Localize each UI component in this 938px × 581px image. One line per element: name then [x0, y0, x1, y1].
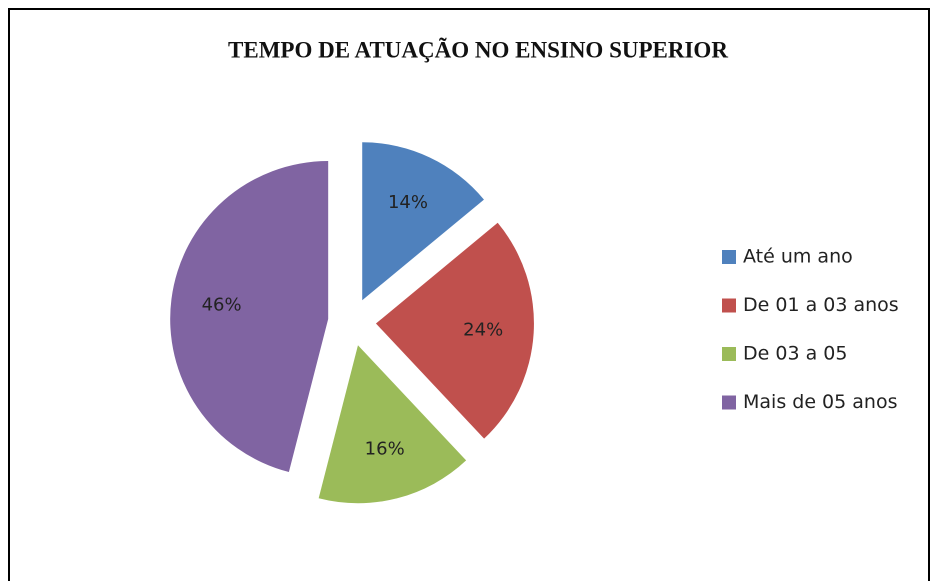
legend-swatch [722, 298, 736, 313]
legend-swatch [722, 395, 736, 410]
data-label: 46% [202, 295, 242, 316]
pie-slice [375, 222, 534, 439]
legend-swatch [722, 347, 736, 361]
legend-label: De 01 a 03 anos [743, 294, 899, 316]
data-label: 24% [463, 319, 503, 340]
data-label: 14% [388, 192, 428, 213]
legend-label: Até um ano [743, 246, 853, 268]
pie-slice [318, 345, 467, 504]
chart-title: TEMPO DE ATUAÇÃO NO ENSINO SUPERIOR [228, 37, 728, 62]
legend-label: De 03 a 05 [743, 343, 847, 365]
pie-slice [362, 142, 484, 301]
pie-slice [170, 160, 329, 473]
legend-swatch [722, 250, 736, 264]
legend-label: Mais de 05 anos [743, 391, 897, 413]
data-label: 16% [365, 438, 405, 459]
